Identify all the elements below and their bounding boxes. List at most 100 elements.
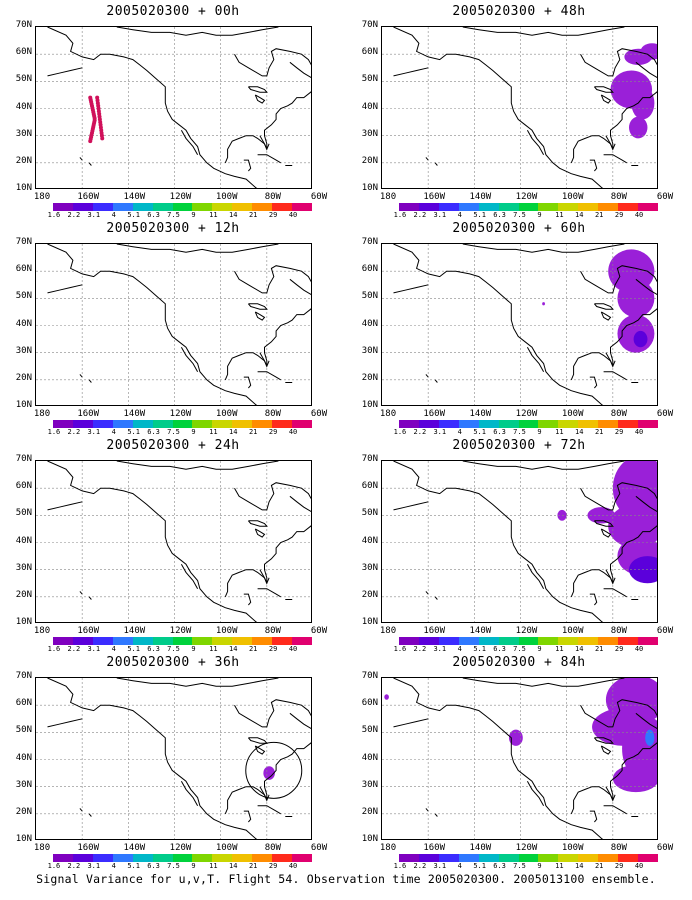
coastline (526, 129, 545, 155)
colorbar-swatch (638, 420, 658, 428)
lon-tick-label: 80W (610, 626, 627, 636)
colorbar-swatch (152, 203, 173, 211)
signal-region (608, 504, 657, 548)
map-svg (382, 461, 657, 622)
coastline (224, 91, 311, 163)
colorbar-swatch (132, 420, 153, 428)
coastline (462, 244, 625, 253)
panel-title: 2005020300 + 72h (452, 438, 586, 453)
lon-tick-label: 120W (169, 626, 192, 636)
coastline (570, 525, 657, 597)
coastline (580, 482, 657, 511)
colorbar-label: 1.6 (47, 211, 61, 219)
colorbar-swatch (558, 203, 579, 211)
colorbar-label: 3.1 (433, 862, 447, 870)
coastline (603, 805, 627, 815)
lat-tick-label: 70N (361, 454, 378, 464)
coastline (594, 520, 614, 527)
colorbar-label: 7.5 (167, 428, 180, 436)
panel-title: 2005020300 + 60h (452, 221, 586, 236)
lon-tick-label: 180 (33, 843, 51, 853)
signal-region (640, 43, 657, 60)
colorbar-label: 6.3 (147, 645, 160, 653)
colorbar-label: 5.1 (473, 862, 486, 870)
map-plot (381, 677, 658, 840)
lon-tick-label: 140W (469, 409, 492, 419)
signal-region (631, 86, 655, 120)
colorbar-label: 3.1 (87, 428, 101, 436)
lon-tick-label: 120W (515, 626, 538, 636)
colorbar-swatch (638, 637, 658, 645)
colorbar-label: 2.2 (413, 862, 427, 870)
lon-tick-label: 120W (515, 192, 538, 202)
coastline (47, 284, 83, 294)
map-svg (382, 27, 657, 188)
lon-tick-label: 80W (264, 843, 281, 853)
coastline (462, 27, 625, 36)
coastline (600, 94, 612, 104)
colorbar-swatch (578, 420, 599, 428)
colorbar-label: 4 (457, 211, 462, 219)
coastline (605, 352, 616, 368)
lon-tick-label: 160W (77, 843, 99, 853)
colorbar-swatch (638, 854, 658, 862)
coastline (254, 311, 266, 321)
lon-tick-label: 100W (215, 192, 238, 202)
colorbar-label: 2.2 (67, 862, 81, 870)
map-plot (381, 26, 658, 189)
colorbar-label: 7.5 (513, 862, 526, 870)
map-panel: 2005020300 + 60h 70N 60N 50N 40N 30N 20N 10N 180… (346, 221, 692, 437)
colorbar-swatch (192, 203, 213, 211)
colorbar-label: 2.2 (67, 211, 81, 219)
map-panel: 2005020300 + 72h 70N 60N 50N 40N 30N 20N 10N 180… (346, 438, 692, 654)
coastline (234, 482, 311, 511)
colorbar-label: 40 (634, 645, 644, 653)
lon-tick-label: 100W (561, 409, 584, 419)
colorbar-label: 9 (537, 428, 542, 436)
colorbar-label: 9 (191, 645, 196, 653)
coastline (234, 699, 311, 728)
lon-tick-label: 160W (77, 192, 99, 202)
colorbar-swatch (112, 637, 133, 645)
colorbar-swatch (478, 203, 499, 211)
coastline (88, 596, 92, 600)
colorbar-label: 5.1 (473, 211, 486, 219)
colorbar-swatch (558, 420, 579, 428)
colorbar-swatch (538, 420, 559, 428)
lon-tick-label: 100W (561, 192, 584, 202)
colorbar-swatch (112, 203, 133, 211)
lat-tick-label: 50N (15, 508, 32, 519)
coastline (570, 91, 657, 163)
coastline (259, 135, 270, 151)
panel-title: 2005020300 + 00h (106, 4, 240, 19)
map-plot (35, 243, 312, 406)
coastline (257, 371, 281, 381)
colorbar-swatch (292, 420, 312, 428)
coastline (47, 461, 258, 622)
colorbar-swatch (518, 420, 539, 428)
colorbar-label: 40 (288, 428, 298, 436)
colorbar-label: 6.3 (493, 428, 506, 436)
colorbar-swatch (292, 637, 312, 645)
signal-region (587, 507, 616, 524)
colorbar-swatch (252, 637, 273, 645)
lat-tick-label: 10N (15, 834, 32, 844)
lat-tick-label: 70N (15, 237, 32, 247)
signal-region (263, 766, 275, 780)
coastline (589, 593, 598, 606)
colorbar-label: 11 (209, 428, 218, 436)
colorbar-label: 6.3 (493, 211, 506, 219)
lat-tick-label: 10N (15, 617, 32, 627)
colorbar-swatch (438, 420, 459, 428)
colorbar-label: 6.3 (147, 211, 160, 219)
coastline (600, 311, 612, 321)
coastline (570, 742, 657, 814)
colorbar-swatch (252, 420, 273, 428)
colorbar-label: 40 (288, 211, 298, 219)
map-svg (36, 27, 311, 188)
coastline (47, 678, 258, 839)
lat-tick-label: 40N (361, 535, 378, 546)
colorbar-label: 4 (111, 428, 116, 436)
colorbar-swatch (418, 637, 439, 645)
signal-region (633, 330, 648, 348)
